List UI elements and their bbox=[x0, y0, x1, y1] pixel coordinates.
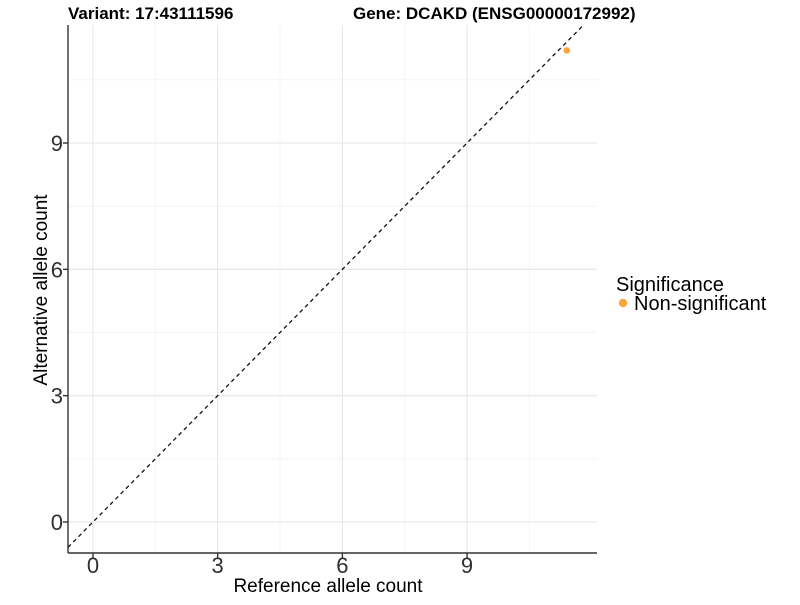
identity-line bbox=[67, 24, 584, 548]
legend-title: Significance bbox=[616, 274, 724, 296]
y-tick-label: 0 bbox=[51, 510, 63, 535]
tick-labels: 0 3 6 9 0 3 6 9 bbox=[51, 131, 473, 578]
y-tick-label: 6 bbox=[51, 257, 63, 282]
legend-label-non-significant: Non-significant bbox=[634, 293, 767, 315]
plot-marks bbox=[67, 24, 584, 548]
plot-title-variant: Variant: 17:43111596 bbox=[68, 4, 233, 23]
x-tick-label: 6 bbox=[336, 553, 348, 578]
x-tick-label: 0 bbox=[87, 553, 99, 578]
minor-gridlines bbox=[68, 25, 597, 553]
data-point-non-significant bbox=[563, 47, 571, 54]
y-tick-label: 3 bbox=[51, 384, 63, 409]
x-tick-label: 3 bbox=[212, 553, 224, 578]
x-tick-label: 9 bbox=[461, 553, 473, 578]
legend-swatch-non-significant-icon bbox=[618, 298, 628, 308]
legend: Significance Non-significant bbox=[616, 274, 767, 315]
tick-marks bbox=[63, 142, 468, 558]
y-axis-label: Alternative allele count bbox=[31, 194, 52, 386]
x-axis-label: Reference allele count bbox=[233, 576, 423, 597]
plot-title-gene: Gene: DCAKD (ENSG00000172992) bbox=[353, 4, 636, 23]
y-tick-label: 9 bbox=[51, 131, 63, 156]
major-gridlines bbox=[68, 25, 597, 553]
